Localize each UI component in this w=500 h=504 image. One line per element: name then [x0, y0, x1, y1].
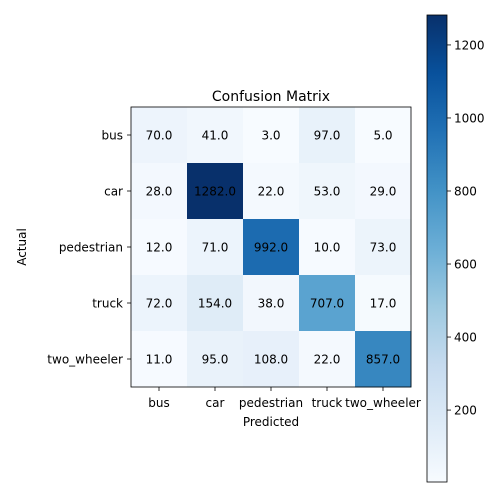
cell-value-label: 70.0 — [146, 129, 173, 143]
colorbar-ticks: 200 400 600 800 1000 1200 — [447, 38, 485, 418]
heatmap-cell — [131, 219, 188, 276]
x-axis-label: Predicted — [243, 415, 299, 429]
cell-value-label: 17.0 — [370, 297, 397, 311]
heatmap-cell — [299, 219, 356, 276]
cell-value-label: 73.0 — [370, 241, 397, 255]
heatmap-cell — [355, 331, 412, 388]
heatmap-cell — [355, 107, 412, 164]
heatmap-cell — [243, 107, 300, 164]
heatmap-cell — [299, 275, 356, 332]
heatmap-cell — [355, 219, 412, 276]
heatmap-cell — [187, 219, 244, 276]
cell-value-label: 1282.0 — [194, 185, 236, 199]
heatmap-cell — [299, 331, 356, 388]
y-axis-label: Actual — [15, 228, 29, 266]
heatmap-cell — [187, 163, 244, 220]
cell-value-label: 41.0 — [202, 129, 229, 143]
cell-value-label: 857.0 — [366, 353, 400, 367]
cell-value-label: 22.0 — [314, 353, 341, 367]
cell-value-label: 38.0 — [258, 297, 285, 311]
cell-value-label: 22.0 — [258, 185, 285, 199]
colorbar-tick-label: 600 — [454, 258, 477, 272]
heatmap-cell — [299, 163, 356, 220]
heatmap-cell — [355, 163, 412, 220]
heatmap-cell — [243, 163, 300, 220]
y-tick-label: pedestrian — [59, 241, 123, 255]
heatmap-cell — [243, 275, 300, 332]
colorbar-tick-label: 200 — [454, 404, 477, 418]
heatmap-cell — [131, 163, 188, 220]
cell-value-label: 5.0 — [373, 129, 392, 143]
cell-value-label: 28.0 — [146, 185, 173, 199]
x-tick-label: two_wheeler — [345, 396, 421, 410]
heatmap-cell — [243, 219, 300, 276]
x-tick-label: car — [206, 396, 225, 410]
y-tick-label: car — [104, 185, 123, 199]
cell-value-label: 10.0 — [314, 241, 341, 255]
cell-value-label: 95.0 — [202, 353, 229, 367]
heatmap-cell — [131, 331, 188, 388]
heatmap-cell — [131, 107, 188, 164]
cell-value-label: 154.0 — [198, 297, 232, 311]
cell-value-label: 53.0 — [314, 185, 341, 199]
cell-value-label: 12.0 — [146, 241, 173, 255]
colorbar-tick-label: 800 — [454, 184, 477, 198]
cell-value-label: 707.0 — [310, 297, 344, 311]
cell-value-label: 97.0 — [314, 129, 341, 143]
chart-title: Confusion Matrix — [212, 89, 330, 105]
colorbar — [426, 14, 448, 483]
cell-value-label: 992.0 — [254, 241, 288, 255]
x-tick-label: pedestrian — [239, 396, 303, 410]
heatmap-cell — [187, 331, 244, 388]
cell-value-label: 3.0 — [261, 129, 280, 143]
heatmap-cells — [131, 107, 412, 388]
heatmap-cell — [243, 331, 300, 388]
cell-value-label: 108.0 — [254, 353, 288, 367]
cell-value-label: 29.0 — [370, 185, 397, 199]
heatmap-cell — [299, 107, 356, 164]
heatmap-cell — [355, 275, 412, 332]
y-axis-ticks: bus car pedestrian truck two_wheeler — [47, 129, 131, 367]
y-tick-label: two_wheeler — [47, 353, 123, 367]
heatmap-cell — [187, 107, 244, 164]
x-tick-label: bus — [148, 396, 169, 410]
colorbar-tick-label: 1000 — [454, 111, 485, 125]
colorbar-tick-label: 1200 — [454, 38, 485, 52]
heatmap-cell — [187, 275, 244, 332]
heatmap-cell — [131, 275, 188, 332]
x-axis-ticks: bus car pedestrian truck two_wheeler — [148, 387, 421, 410]
y-tick-label: truck — [92, 297, 123, 311]
y-tick-label: bus — [102, 129, 123, 143]
heatmap-cell-labels: 70.0 41.0 3.0 97.0 5.0 28.0 1282.0 22.0 53.0 29.0… — [146, 129, 401, 367]
x-tick-label: truck — [312, 396, 343, 410]
cell-value-label: 71.0 — [202, 241, 229, 255]
cell-value-label: 72.0 — [146, 297, 173, 311]
cell-value-label: 11.0 — [146, 353, 173, 367]
colorbar-tick-label: 400 — [454, 331, 477, 345]
